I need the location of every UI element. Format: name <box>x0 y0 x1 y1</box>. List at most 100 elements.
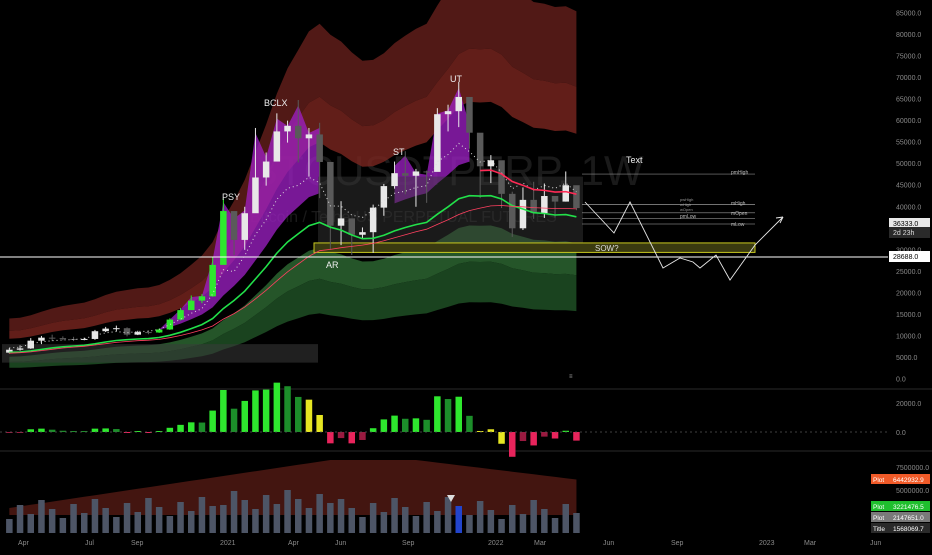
osc-bar <box>348 432 355 444</box>
level-label-pmhigh: pmHigh <box>731 170 748 176</box>
candle-body[interactable] <box>113 328 120 330</box>
annotation-bclx[interactable]: BCLX <box>264 98 288 108</box>
candle-body[interactable] <box>551 196 559 202</box>
vol-badge-value[interactable]: 3221476.5 <box>893 504 924 511</box>
osc-bar <box>113 429 120 432</box>
candle-body[interactable] <box>369 207 377 233</box>
candle-body[interactable] <box>220 211 227 265</box>
candle-body[interactable] <box>262 161 270 178</box>
candle-body[interactable] <box>455 96 463 112</box>
countdown-badge[interactable]: 2d 23h <box>893 230 915 237</box>
candle-body[interactable] <box>27 340 35 349</box>
candle-body[interactable] <box>391 173 398 187</box>
candle-body[interactable] <box>188 300 195 311</box>
candle-body[interactable] <box>48 337 56 339</box>
candle-body[interactable] <box>134 332 142 335</box>
volume-bar <box>337 499 345 533</box>
candle-body[interactable] <box>541 196 548 214</box>
volume-bar <box>562 504 569 533</box>
candle-body[interactable] <box>198 296 206 301</box>
candle-body[interactable] <box>476 132 484 167</box>
candle-body[interactable] <box>509 193 516 229</box>
vol-badge-value[interactable]: 6442932.9 <box>893 477 924 484</box>
candle-body[interactable] <box>562 185 570 202</box>
annotation-psy[interactable]: PSY <box>222 192 240 202</box>
volume-bar <box>316 494 323 533</box>
volume-bar <box>16 505 24 533</box>
candle-body[interactable] <box>38 337 45 341</box>
candle-body[interactable] <box>327 161 334 226</box>
candle-body[interactable] <box>423 171 430 173</box>
candle-body[interactable] <box>123 328 131 335</box>
candle-body[interactable] <box>359 232 366 235</box>
annotation-ut[interactable]: UT <box>450 74 462 84</box>
price-tick-label: 15000.0 <box>896 312 921 319</box>
candle-body[interactable] <box>81 338 88 340</box>
current-price-badge[interactable]: 36333.0 <box>893 221 918 228</box>
candles-layer[interactable] <box>6 81 580 354</box>
candle-body[interactable] <box>337 218 345 226</box>
vol-badge-value-bg <box>889 501 930 511</box>
osc-tick-label: 0.0 <box>896 430 906 437</box>
candle-body[interactable] <box>444 111 452 115</box>
candle-body[interactable] <box>305 134 313 139</box>
candle-body[interactable] <box>70 338 77 340</box>
candle-body[interactable] <box>230 211 238 240</box>
candle-body[interactable] <box>519 199 527 229</box>
candle-body[interactable] <box>487 160 495 167</box>
candle-body[interactable] <box>91 331 99 339</box>
volume-bar <box>359 517 366 533</box>
price-tick-label: 50000.0 <box>896 161 921 168</box>
annotation-st[interactable]: ST <box>393 147 405 157</box>
volume-bar <box>519 514 527 533</box>
candle-body[interactable] <box>316 134 323 162</box>
volume-bar <box>434 511 441 533</box>
annotation-sow[interactable]: SOW? <box>595 244 619 253</box>
candle-body[interactable] <box>498 160 505 194</box>
candle-body[interactable] <box>209 264 216 297</box>
candle-body[interactable] <box>402 173 409 176</box>
candle-body[interactable] <box>177 310 184 320</box>
candle-body[interactable] <box>434 114 441 172</box>
annotation-text[interactable]: Text <box>626 155 643 165</box>
projection-layer[interactable] <box>0 173 888 281</box>
time-tick-label: Apr <box>18 540 30 547</box>
lower-band-inner <box>9 225 577 362</box>
osc-bar <box>16 432 24 433</box>
volume-bar <box>48 509 56 533</box>
candle-body[interactable] <box>295 125 302 139</box>
candle-body[interactable] <box>466 96 473 133</box>
candle-body[interactable] <box>166 319 174 330</box>
time-tick-label: Sep <box>131 540 144 547</box>
candle-body[interactable] <box>59 338 67 340</box>
candle-body[interactable] <box>348 218 356 235</box>
axes-layer[interactable]: 85000.0 80000.0 75000.0 70000.0 65000.0 60000… <box>18 11 930 548</box>
projection-path[interactable] <box>584 201 784 281</box>
candle-body[interactable] <box>6 349 13 353</box>
candle-body[interactable] <box>145 332 152 334</box>
candle-body[interactable] <box>241 213 249 240</box>
annotation-ar[interactable]: AR <box>326 260 339 270</box>
candle-body[interactable] <box>573 185 580 209</box>
level-label-small-c: wOpen <box>680 207 693 212</box>
volume-bar <box>230 491 238 533</box>
vol-badge-value[interactable]: 2147651.0 <box>893 515 924 522</box>
candle-body[interactable] <box>284 125 291 132</box>
vol-badge-value-bg <box>889 523 930 533</box>
candle-body[interactable] <box>530 199 537 214</box>
hline-price-badge[interactable]: 28688.0 <box>893 254 918 261</box>
candle-body[interactable] <box>155 329 163 333</box>
osc-bar <box>262 389 270 432</box>
candle-body[interactable] <box>380 186 388 208</box>
candle-body[interactable] <box>273 131 281 162</box>
candle-body[interactable] <box>102 328 109 332</box>
price-tick-label: 5000.0 <box>896 355 918 362</box>
candle-body[interactable] <box>412 171 420 176</box>
candle-body[interactable] <box>16 348 24 350</box>
osc-bar <box>252 390 259 432</box>
candle-body[interactable] <box>252 177 259 214</box>
vol-badge-value[interactable]: 1568069.7 <box>893 526 924 533</box>
sow-box[interactable] <box>313 242 756 253</box>
